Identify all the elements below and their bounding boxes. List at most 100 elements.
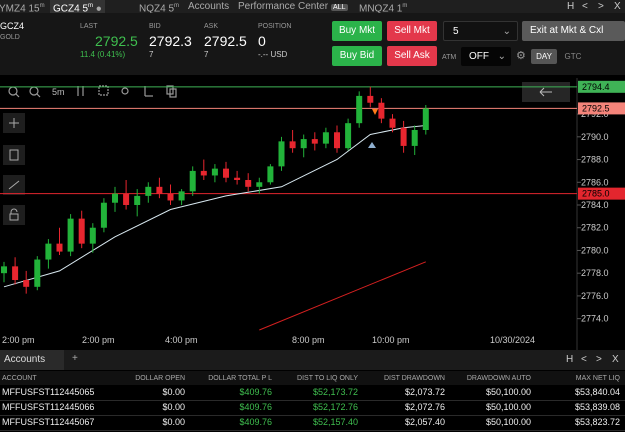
table-cell: $409.76 [239, 387, 272, 397]
tab[interactable]: YMZ4 15m [0, 0, 48, 14]
panel-button[interactable]: H [566, 354, 574, 365]
candle-body [411, 130, 418, 146]
exit-label: Exit at Mkt & Cxl [530, 25, 604, 36]
candle-body [311, 139, 318, 144]
quote-panel [0, 13, 625, 75]
candle-body [156, 186, 163, 194]
candle-body [356, 95, 363, 124]
candle-body [56, 243, 63, 252]
indicator-line [3, 125, 426, 288]
label: LAST [80, 23, 98, 30]
candle-body [300, 139, 307, 149]
tool[interactable] [3, 145, 25, 165]
candle-body [67, 218, 74, 252]
y-tick-label: 2776.0 [581, 291, 609, 301]
candle-body [367, 95, 374, 103]
buy-market-button[interactable]: Buy Mkt [332, 21, 382, 41]
tab[interactable]: MNQZ4 1m [356, 0, 410, 15]
candle-body [378, 102, 385, 119]
x-tick-label: 2:00 pm [2, 335, 35, 345]
tab[interactable]: NQZ4 5m [136, 0, 182, 15]
day-button[interactable]: DAY [531, 49, 557, 64]
price-label-bg [578, 80, 625, 93]
candle-body [322, 132, 329, 144]
table-cell: $53,823.72 [574, 417, 620, 427]
candle-body [189, 170, 196, 192]
position-value: -.-- USD [258, 50, 288, 59]
tab-label: MNQZ4 1 [359, 3, 403, 15]
panel-button[interactable]: > [596, 354, 602, 365]
window-button[interactable]: H [567, 1, 575, 12]
tab-active[interactable]: GCZ4 5m ● [50, 0, 105, 14]
panel-button[interactable]: X [612, 354, 619, 365]
panel-button[interactable]: < [581, 354, 587, 365]
candle-body [400, 127, 407, 146]
gear-icon[interactable]: ⚙ [516, 50, 526, 62]
candle-body [200, 170, 207, 176]
tab[interactable]: Performance Center ALL [235, 0, 351, 13]
gtc-button[interactable]: GTC [564, 52, 582, 61]
candle-body [167, 193, 174, 201]
candle-body [256, 182, 263, 187]
window-button[interactable]: > [598, 1, 604, 12]
atm-label: ATM [442, 54, 457, 61]
sell-market-button[interactable]: Sell Mkt [387, 21, 437, 41]
price-label: 2792.5 [582, 103, 610, 113]
exit-button[interactable]: Exit at Mkt & Cxl [522, 21, 625, 41]
panel-tab[interactable]: Accounts [0, 350, 64, 370]
panel-bar: Accounts + H < > X [0, 350, 625, 370]
bid-size: 7 [149, 50, 154, 59]
add-tab[interactable]: + [72, 353, 78, 364]
column-header: DOLLAR TOTAL P L [208, 375, 272, 382]
x-tick-label: 10:00 pm [372, 335, 410, 345]
interval[interactable]: 5m [52, 87, 65, 97]
atm-select[interactable]: OFF ⌄ [461, 47, 511, 66]
column-header: MAX NET LIQ [575, 375, 620, 382]
table-cell: $53,840.04 [574, 387, 620, 397]
tab-sup: m [174, 3, 180, 9]
candle-body [1, 266, 7, 274]
label: BID [149, 23, 161, 30]
quantity-select[interactable]: 5 ⌄ [443, 21, 518, 41]
ask-size: 7 [204, 50, 209, 59]
tab[interactable]: Accounts [188, 1, 230, 12]
sell-ask-button[interactable]: Sell Ask [387, 46, 437, 66]
column-header: DOLLAR OPEN [135, 375, 185, 382]
fill-marker [368, 142, 376, 148]
ask: 2792.5 [204, 33, 247, 49]
chart-bg [0, 78, 625, 350]
y-tick-label: 2784.0 [581, 200, 609, 210]
tab-label: NQZ4 5 [139, 3, 175, 15]
window-button[interactable]: X [614, 1, 621, 12]
symbol: GCZ4 [0, 21, 25, 31]
position: 0 [258, 33, 266, 49]
y-tick-label: 2790.0 [581, 132, 609, 142]
x-tick-label: 2:00 pm [82, 335, 115, 345]
candle-body [23, 280, 30, 287]
candle-body [145, 186, 152, 196]
candle-body [245, 180, 252, 187]
y-tick-label: 2788.0 [581, 155, 609, 165]
tab-sup: m [39, 3, 45, 9]
window-button[interactable]: < [582, 1, 588, 12]
tool[interactable] [3, 205, 25, 225]
table-cell: $409.76 [239, 402, 272, 412]
candle-body [178, 191, 185, 201]
last-price: 2792.5 [95, 33, 138, 49]
table-cell: $2,073.72 [404, 387, 445, 397]
table-cell: $50,100.00 [485, 402, 531, 412]
tab-bar: YMZ4 15m GCZ4 5m ● NQZ4 5m Accounts Perf… [0, 0, 625, 15]
row-divider [0, 430, 625, 431]
row-divider [0, 415, 625, 416]
table-cell: $50,100.00 [485, 417, 531, 427]
change: 11.4 (0.41%) [80, 50, 126, 59]
candle-body [12, 266, 19, 280]
table-cell: $52,173.72 [312, 387, 358, 397]
buy-bid-button[interactable]: Buy Bid [332, 46, 382, 66]
y-tick-label: 2778.0 [581, 268, 609, 278]
row-divider [0, 400, 625, 401]
candle-body [223, 168, 229, 178]
x-tick-label: 10/30/2024 [490, 335, 535, 345]
label: ASK [204, 23, 219, 30]
